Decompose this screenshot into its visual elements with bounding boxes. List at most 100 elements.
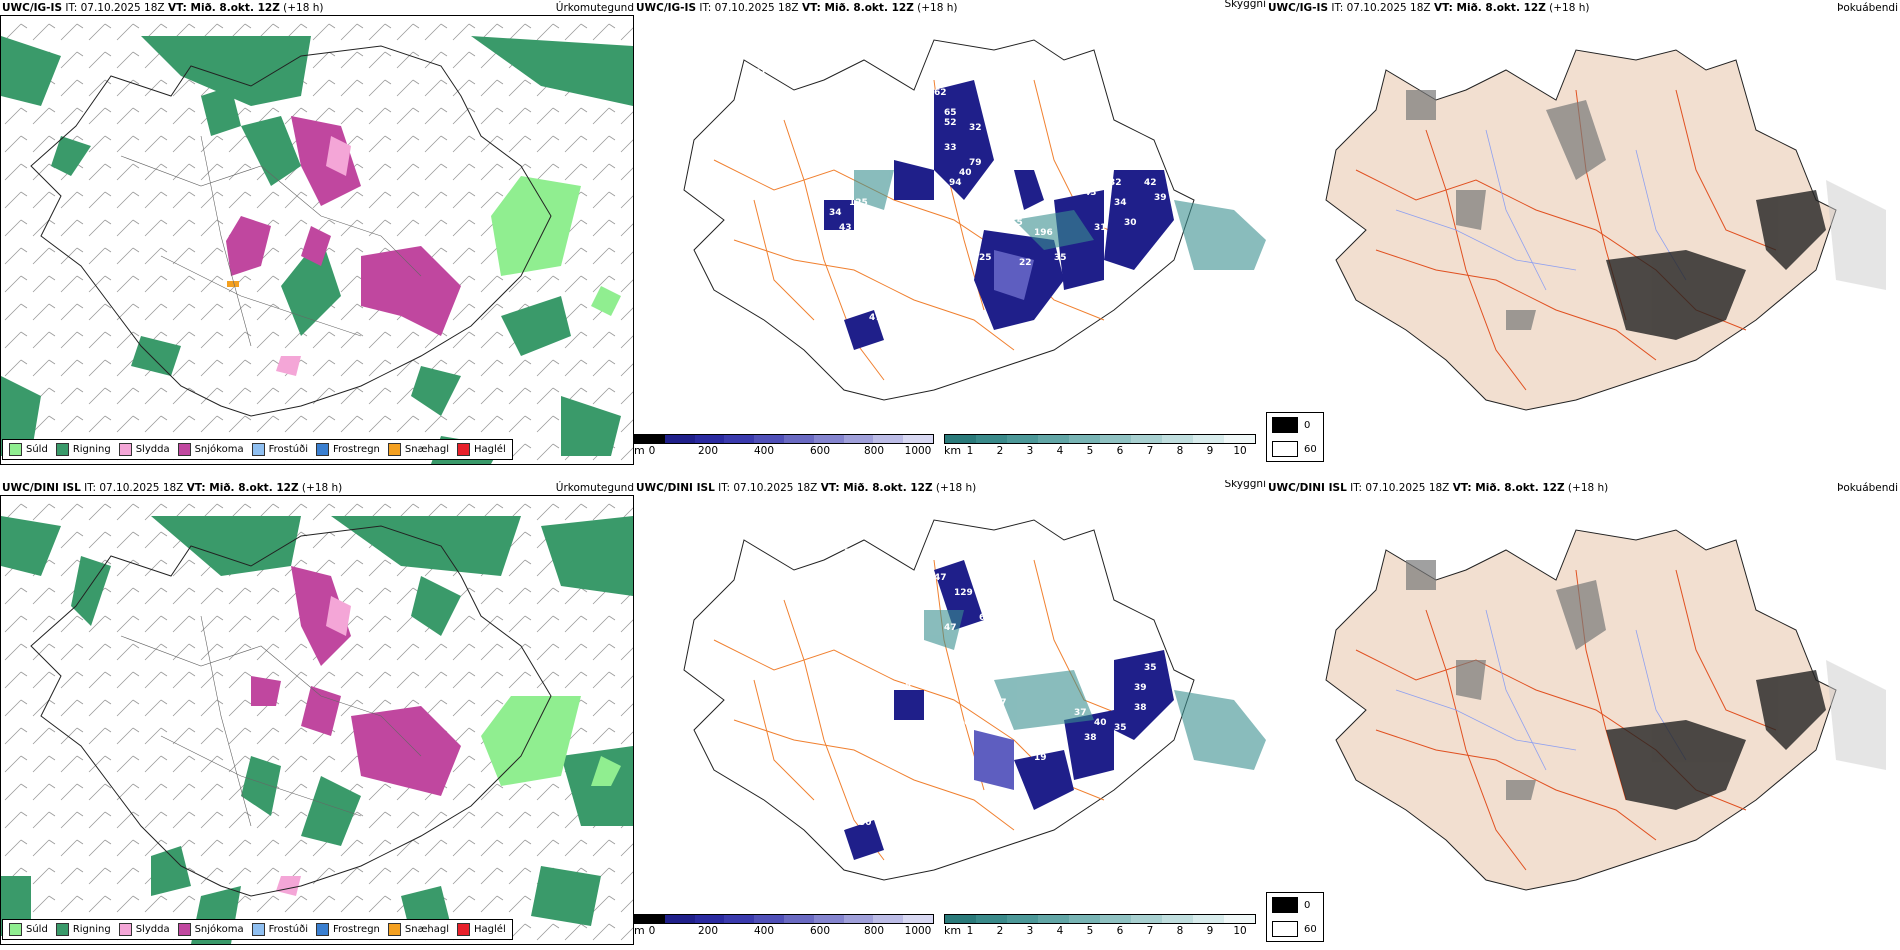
- tick-label: 2: [996, 925, 1004, 937]
- legend-item: Haglél: [457, 923, 506, 936]
- colorbar-ticks: 1 2 3 4 5 6 7 8 9 10: [944, 924, 1256, 938]
- cloudbase-label: 39: [1134, 683, 1147, 693]
- tick-label: 4: [1056, 925, 1064, 937]
- cloudbase-label: 35: [1114, 723, 1127, 733]
- cloudbase-label: 37: [1074, 708, 1087, 718]
- fog-panel-top: UWC/IG-IS IT: 07.10.2025 18Z VT: Mið. 8.…: [1266, 0, 1900, 470]
- cloudbase-label: 34: [829, 208, 842, 218]
- colorbar-ticks: 1 2 3 4 5 6 7 8 9 10: [944, 444, 1256, 458]
- colorbar-gradient: [944, 434, 1256, 444]
- cloudbase-label: 52: [944, 118, 957, 128]
- tick-label: 400: [753, 445, 775, 457]
- legend-item: Súld: [9, 923, 48, 936]
- cloudbase-label: 19: [1034, 753, 1047, 763]
- legend-item: Rigning: [55, 443, 111, 456]
- cloudbase-label: 32: [969, 123, 982, 133]
- legend-swatch: [316, 443, 329, 456]
- cloudbase-label: 62: [964, 553, 977, 563]
- cloudbase-label: 40: [1094, 718, 1107, 728]
- precip-map: [1, 16, 633, 464]
- cloudbase-label: 62: [934, 88, 947, 98]
- legend-item: Snjókoma: [177, 443, 244, 456]
- cloudbase-label: 42: [869, 298, 882, 308]
- panel-type-label: Þokuábendi: [1837, 2, 1898, 14]
- legend-swatch: [55, 443, 69, 456]
- tick-label: 3: [1026, 445, 1034, 457]
- tick-label: 6: [1116, 925, 1124, 937]
- cloudbase-label: 30: [1124, 218, 1137, 228]
- panel-type-label: Skyggni: [1224, 480, 1267, 490]
- cloudbase-label: 47: [874, 218, 887, 228]
- tick-label: 1: [966, 925, 974, 937]
- cloudbase-label: 50: [859, 818, 872, 828]
- legend-item: Frostregn: [316, 923, 380, 936]
- cloud-panel-bottom: UWC/DINI ISL IT: 07.10.2025 18Z VT: Mið.…: [634, 480, 1266, 950]
- tick-label: 6: [1116, 445, 1124, 457]
- legend-swatch: [316, 923, 329, 936]
- map-frame: [0, 15, 634, 465]
- fog-swatch-light: [1272, 441, 1298, 457]
- cloudbase-label: 196: [1034, 228, 1053, 238]
- precip-panel-bottom: UWC/DINI ISL IT: 07.10.2025 18Z VT: Mið.…: [0, 480, 636, 950]
- cloudbase-label: 38: [1134, 703, 1147, 713]
- map-frame: [0, 495, 634, 945]
- cloudbase-label: 43: [839, 223, 852, 233]
- legend-swatch: [177, 923, 191, 936]
- legend-swatch: [457, 923, 471, 936]
- cloudbase-label: 79: [969, 158, 982, 168]
- cloudbase-label: 39: [1154, 193, 1167, 203]
- cloudbase-label: 94: [864, 148, 877, 158]
- precip-type-legend: Súld Rigning Slydda Snjókoma Frostúði Fr…: [2, 439, 513, 460]
- panel-type-label: Úrkomutegund: [555, 482, 634, 494]
- panel-type-label: Úrkomutegund: [555, 2, 634, 14]
- panel-title: UWC/IG-IS IT: 07.10.2025 18Z VT: Mið. 8.…: [2, 2, 324, 14]
- fog-swatch-dark: [1272, 417, 1298, 433]
- fog-swatch-light: [1272, 921, 1298, 937]
- cloudbase-map: 30 62 47 129 66 47 44 37 15 87 61 37 40 38 35 38 39 35 19 3…: [683, 519, 1266, 881]
- tick-label: 1000: [904, 925, 932, 937]
- cloudbase-label: 66: [979, 613, 992, 623]
- tick-label: 0: [648, 925, 656, 937]
- cloudbase-label: 25: [979, 253, 992, 263]
- tick-label: 800: [863, 925, 885, 937]
- cloudbase-label: 15: [874, 683, 887, 693]
- fog-map: [1325, 529, 1886, 891]
- colorbar-unit: km: [944, 444, 962, 457]
- fog-legend-top: 0 60: [1266, 412, 1324, 462]
- cloudbase-label: 32: [1109, 178, 1122, 188]
- colorbar-unit: m: [634, 924, 645, 937]
- tick-label: 8: [1176, 925, 1184, 937]
- precip-map: [1, 496, 633, 944]
- fog-legend-row: 0: [1267, 893, 1323, 917]
- cloudbase-label: 38: [1084, 733, 1097, 743]
- legend-item: Slydda: [118, 443, 170, 456]
- precip-type-legend: Súld Rigning Slydda Snjókoma Frostúði Fr…: [2, 919, 513, 940]
- cloudbase-label: 47: [869, 313, 882, 323]
- legend-item: Súld: [9, 443, 48, 456]
- cloud-panel-top: UWC/IG-IS IT: 07.10.2025 18Z VT: Mið. 8.…: [634, 0, 1266, 470]
- fog-legend-row: 0: [1267, 413, 1323, 437]
- fog-swatch-dark: [1272, 897, 1298, 913]
- legend-swatch: [118, 443, 132, 456]
- tick-label: 4: [1056, 445, 1064, 457]
- fog-legend-row: 60: [1267, 437, 1323, 461]
- legend-item: Frostúði: [251, 443, 308, 456]
- legend-item: Slydda: [118, 923, 170, 936]
- cloudbase-colorbar: m 0 200 400 600 800 1000: [634, 914, 934, 938]
- tick-label: 600: [809, 925, 831, 937]
- panel-title: UWC/IG-IS IT: 07.10.2025 18Z VT: Mið. 8.…: [636, 2, 958, 14]
- cloudbase-label: 47: [919, 118, 932, 128]
- tick-label: 200: [697, 925, 719, 937]
- tick-label: 1: [966, 445, 974, 457]
- tick-label: 3: [1026, 925, 1034, 937]
- cloudbase-label: 34: [1114, 198, 1127, 208]
- cloudbase-label: 65: [944, 108, 957, 118]
- cloudbase-label: 37: [899, 683, 912, 693]
- cloudbase-label: 35: [1144, 663, 1157, 673]
- cloudbase-label: 35: [1054, 253, 1067, 263]
- panel-title: UWC/DINI ISL IT: 07.10.2025 18Z VT: Mið.…: [2, 482, 343, 494]
- tick-label: 800: [863, 445, 885, 457]
- colorbar-gradient: [944, 914, 1256, 924]
- cloudbase-label: 22: [1019, 258, 1032, 268]
